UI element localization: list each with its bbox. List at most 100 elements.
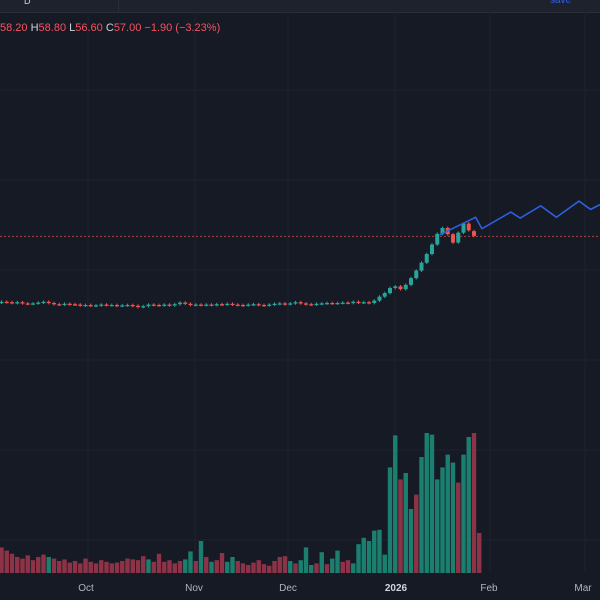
volume-bar xyxy=(219,553,225,573)
candle-body xyxy=(430,244,434,255)
volume-bar xyxy=(450,462,456,573)
volume-bar xyxy=(272,561,277,573)
candle xyxy=(88,303,93,308)
volume-bar xyxy=(309,565,314,573)
candle xyxy=(435,232,440,246)
volume-bar xyxy=(282,556,288,573)
candle xyxy=(162,303,167,307)
candle xyxy=(340,301,345,305)
candle xyxy=(330,301,335,305)
candle xyxy=(20,300,25,305)
candle xyxy=(4,300,9,304)
candle xyxy=(461,222,466,235)
candle-body xyxy=(351,301,356,304)
volume-bar xyxy=(335,550,340,573)
volume-bar xyxy=(4,550,9,573)
candle-body xyxy=(62,303,67,306)
candle xyxy=(109,303,114,307)
candle-body xyxy=(214,304,219,306)
candle xyxy=(0,300,4,304)
candle-body xyxy=(414,270,419,279)
candle xyxy=(183,301,188,306)
volume-bar xyxy=(477,533,482,573)
volume-bar xyxy=(15,557,20,573)
volume-bar xyxy=(183,559,188,573)
ohlc-high-value: 58.80 xyxy=(38,22,67,34)
candle xyxy=(151,303,156,307)
volume-bar xyxy=(99,560,104,573)
volume-bar xyxy=(109,563,114,573)
volume-bar xyxy=(141,556,146,573)
candles-layer xyxy=(0,222,476,309)
candle-body xyxy=(73,304,77,306)
time-axis-label: Feb xyxy=(480,583,498,594)
candle-body xyxy=(183,302,188,304)
candle-body xyxy=(104,304,109,306)
candle-body xyxy=(0,301,4,304)
candle-body xyxy=(304,303,308,305)
volume-bar xyxy=(198,541,204,573)
volume-bar xyxy=(424,433,429,573)
candle-body xyxy=(440,227,445,234)
candle xyxy=(52,301,56,306)
candle-body xyxy=(472,231,476,236)
candle-body xyxy=(130,304,135,307)
candle-body xyxy=(193,304,198,306)
candle-body xyxy=(109,304,114,307)
candle-body xyxy=(136,305,140,308)
candle xyxy=(283,302,287,306)
candle xyxy=(41,300,46,304)
candle-body xyxy=(277,303,282,305)
candle xyxy=(419,261,424,272)
candle-body xyxy=(367,302,371,304)
volume-bar xyxy=(246,565,251,573)
candle-body xyxy=(99,304,104,306)
time-axis-label: Mar xyxy=(574,583,592,594)
candle xyxy=(209,303,214,307)
candle-body xyxy=(46,301,51,304)
candle-body xyxy=(246,304,251,306)
ohlc-close-label: C xyxy=(105,22,114,34)
volume-bar xyxy=(445,454,450,573)
volume-bar xyxy=(172,563,177,573)
volume-bar xyxy=(235,561,240,573)
interval-label[interactable]: D xyxy=(24,0,31,6)
volume-bar xyxy=(41,554,46,573)
candle xyxy=(188,302,193,307)
candle-body xyxy=(31,303,35,305)
candle xyxy=(125,303,130,307)
volume-bar xyxy=(345,560,351,573)
volume-bar xyxy=(230,557,235,573)
candle-body xyxy=(67,303,72,306)
candle xyxy=(94,303,98,308)
candle xyxy=(309,302,314,306)
candle-body xyxy=(10,302,14,304)
volume-bar xyxy=(130,559,135,573)
candle-body xyxy=(167,304,172,306)
candle-body xyxy=(88,304,93,307)
candle-body xyxy=(335,303,340,305)
volume-bar xyxy=(36,557,41,573)
candle xyxy=(466,222,471,232)
volume-bar xyxy=(288,561,293,573)
volume-bar xyxy=(261,564,267,573)
candle xyxy=(115,303,119,308)
candle-body xyxy=(36,302,41,304)
candle xyxy=(367,300,371,305)
candle xyxy=(346,301,350,305)
save-button[interactable]: save xyxy=(550,0,572,6)
volume-bar xyxy=(414,494,419,573)
candle xyxy=(377,295,382,303)
volume-bar xyxy=(72,561,78,573)
volume-bar xyxy=(104,561,109,573)
candle-body xyxy=(466,223,471,231)
volume-bar xyxy=(382,554,387,573)
volume-bar xyxy=(78,563,83,573)
candle xyxy=(246,303,251,307)
volume-bar xyxy=(293,563,298,573)
candle-body xyxy=(209,304,214,306)
candle-body xyxy=(409,278,413,285)
candle-body xyxy=(230,303,235,306)
volume-bar xyxy=(125,558,130,573)
